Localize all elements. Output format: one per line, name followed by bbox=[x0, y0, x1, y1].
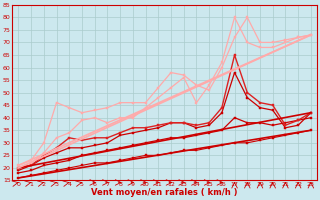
X-axis label: Vent moyen/en rafales ( km/h ): Vent moyen/en rafales ( km/h ) bbox=[92, 188, 238, 197]
